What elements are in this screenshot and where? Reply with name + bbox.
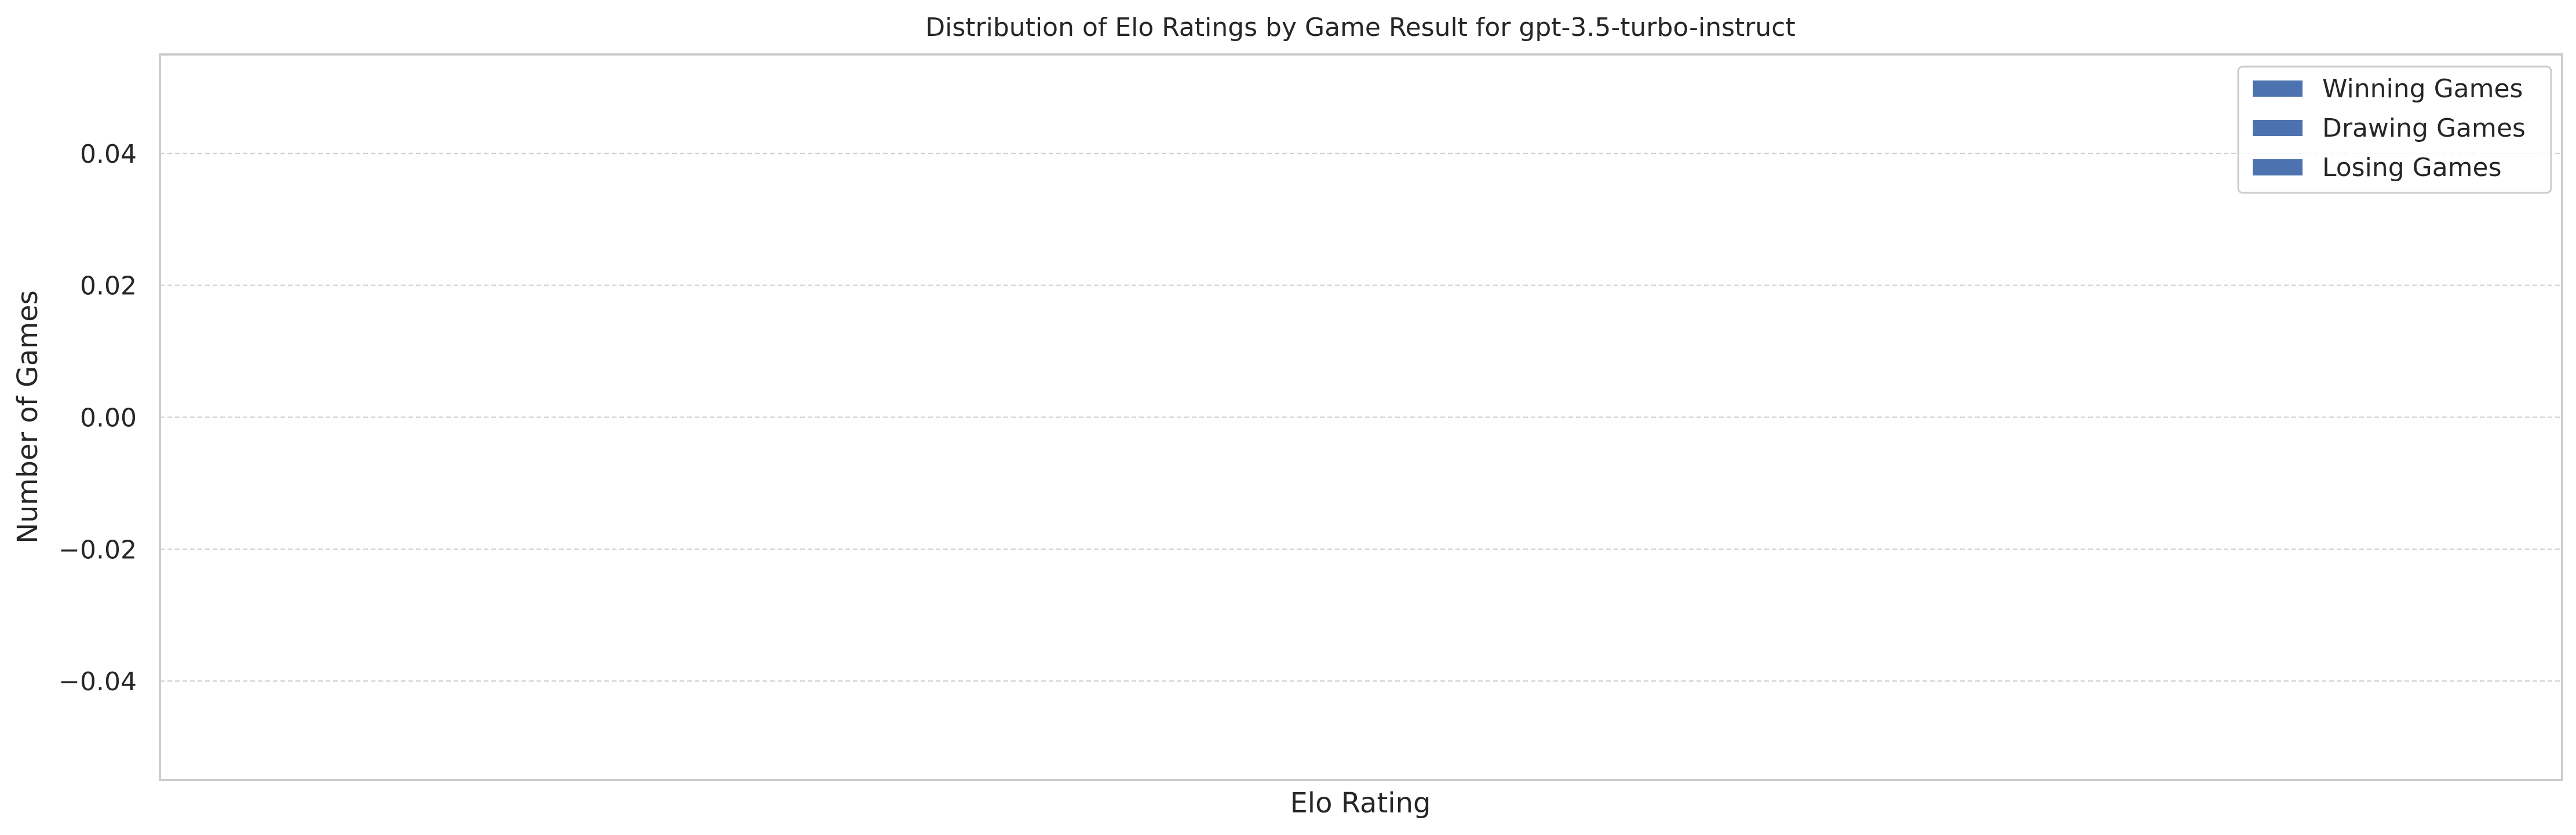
legend-label: Losing Games	[2322, 153, 2502, 182]
y-tick-label: −0.04	[59, 667, 137, 697]
chart-title: Distribution of Elo Ratings by Game Resu…	[925, 13, 1795, 42]
legend-label: Winning Games	[2322, 74, 2523, 104]
y-tick-label: 0.04	[80, 140, 137, 169]
legend-swatch	[2253, 159, 2303, 175]
legend-items: Winning Games Drawing Games Losing Games	[2253, 74, 2526, 182]
legend-label: Drawing Games	[2322, 113, 2526, 143]
legend: Winning Games Drawing Games Losing Games	[2237, 65, 2552, 194]
plot-frame	[159, 53, 2563, 781]
grid-lines	[160, 152, 2562, 682]
y-tick-label: 0.00	[80, 404, 137, 433]
legend-box	[2237, 65, 2552, 194]
y-axis-label: Number of Games	[12, 290, 44, 544]
y-tick-label: −0.02	[59, 535, 137, 565]
y-tick-label: 0.02	[80, 272, 137, 301]
y-tick-labels: 0.04 0.02 0.00 −0.02 −0.04	[59, 140, 137, 697]
x-axis-label: Elo Rating	[1290, 787, 1431, 819]
legend-swatch	[2253, 80, 2303, 97]
legend-swatch	[2253, 120, 2303, 136]
